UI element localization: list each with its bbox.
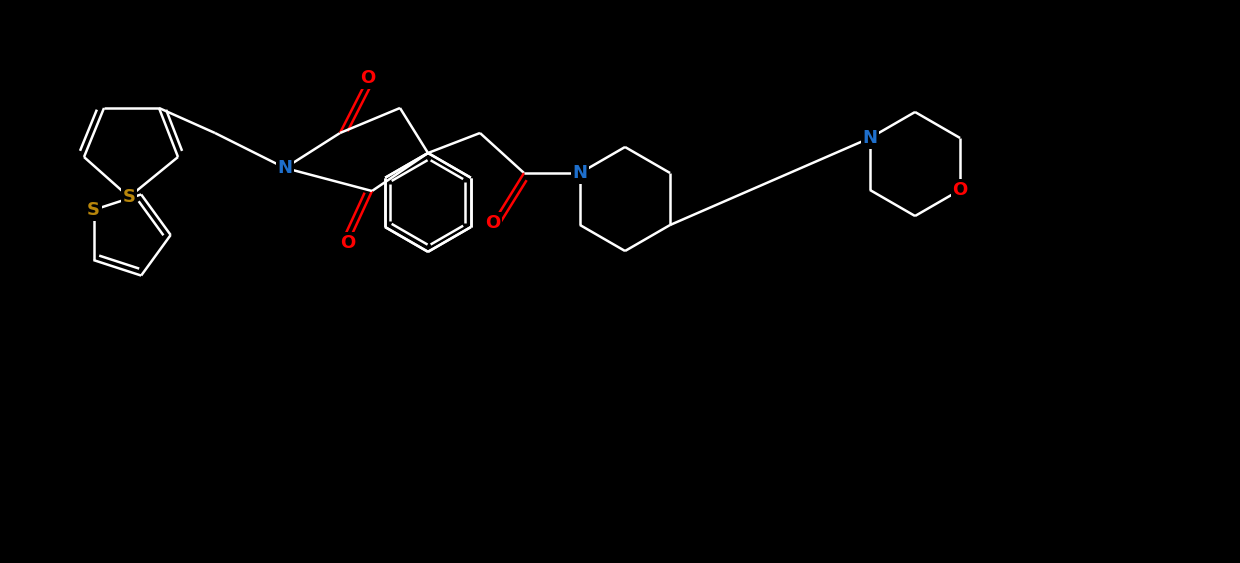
Text: S: S [87,201,100,219]
Text: O: O [340,234,356,252]
Text: N: N [573,164,588,182]
Text: O: O [485,214,501,232]
Text: N: N [863,129,878,147]
Text: O: O [361,69,376,87]
Text: O: O [952,181,967,199]
Text: N: N [573,164,588,182]
Text: S: S [123,188,135,206]
Text: N: N [863,129,878,147]
Text: N: N [278,159,293,177]
